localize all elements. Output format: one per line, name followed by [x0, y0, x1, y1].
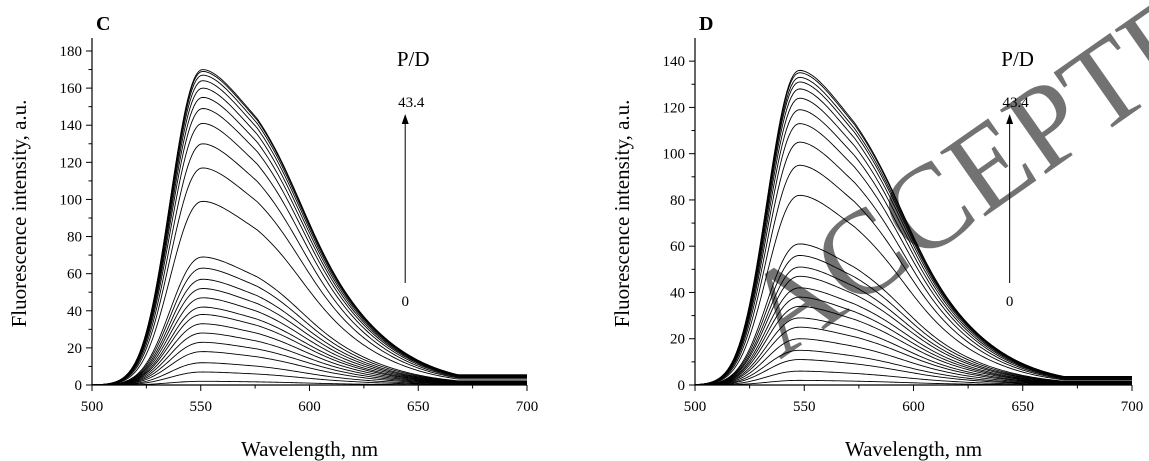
x-tick-label: 550 — [793, 399, 816, 415]
arrow-head — [1006, 114, 1014, 124]
series-line — [694, 69, 1132, 386]
y-tick-label: 100 — [60, 192, 83, 208]
y-tick-label: 60 — [67, 267, 82, 283]
chart-panel-c: 500 550 600 650 700 0 20 40 60 80 100 120 140 160 180 W… — [7, 13, 538, 461]
y-tick-label: 160 — [60, 81, 83, 97]
series-group — [91, 69, 527, 386]
arrow-head — [401, 114, 409, 124]
y-tick-label: 0 — [678, 378, 686, 394]
series-line — [91, 122, 527, 386]
y-tick-label: 20 — [67, 341, 82, 357]
y-axis-title: Fluorescence intensity, a.u. — [610, 100, 634, 328]
x-tick-label: 500 — [81, 399, 104, 415]
y-tick-label: 120 — [663, 100, 686, 116]
legend-title: P/D — [1001, 47, 1034, 71]
arrow-bottom-label: 0 — [1006, 294, 1014, 310]
y-tick-label: 40 — [67, 304, 82, 320]
y-tick-label: 0 — [75, 378, 83, 394]
x-tick-label: 650 — [407, 399, 430, 415]
arrow-bottom-label: 0 — [401, 294, 409, 310]
x-tick-label: 700 — [516, 399, 539, 415]
y-tick-label: 80 — [67, 230, 82, 246]
series-line — [91, 200, 527, 386]
series-line — [694, 141, 1132, 386]
x-tick-label: 600 — [298, 399, 321, 415]
y-tick-label: 80 — [670, 193, 685, 209]
series-line — [91, 96, 527, 386]
y-axis-title: Fluorescence intensity, a.u. — [7, 100, 31, 328]
y-tick-label: 120 — [60, 155, 83, 171]
y-tick-label: 140 — [60, 118, 83, 134]
series-line — [694, 194, 1132, 386]
arrow-top-label: 43.4 — [1003, 95, 1030, 111]
x-tick-label: 500 — [684, 399, 707, 415]
y-tick-label: 40 — [670, 285, 685, 301]
x-tick-label: 600 — [902, 399, 925, 415]
y-tick-label: 100 — [663, 147, 686, 163]
legend-title: P/D — [397, 47, 430, 71]
series-line — [694, 164, 1132, 386]
arrow-top-label: 43.4 — [398, 95, 425, 111]
series-line — [91, 69, 527, 386]
series-line — [91, 167, 527, 386]
y-tick-label: 180 — [60, 44, 83, 60]
y-tick-label: 60 — [670, 239, 685, 255]
x-tick-label: 650 — [1012, 399, 1035, 415]
series-line — [694, 243, 1132, 386]
series-line — [91, 256, 527, 386]
series-line — [91, 143, 527, 386]
y-tick-label: 140 — [663, 54, 686, 70]
panel-label: D — [699, 13, 713, 35]
series-group — [694, 69, 1132, 386]
x-tick-label: 700 — [1121, 399, 1144, 415]
y-tick-label: 20 — [670, 332, 685, 348]
x-axis-title: Wavelength, nm — [845, 437, 982, 461]
x-axis-title: Wavelength, nm — [241, 437, 378, 461]
series-line — [91, 297, 527, 386]
panel-label: C — [96, 13, 110, 35]
x-tick-label: 550 — [190, 399, 213, 415]
chart-panel-d: 500 550 600 650 700 0 20 40 60 80 100 120 140 Wavelen… — [610, 13, 1143, 461]
